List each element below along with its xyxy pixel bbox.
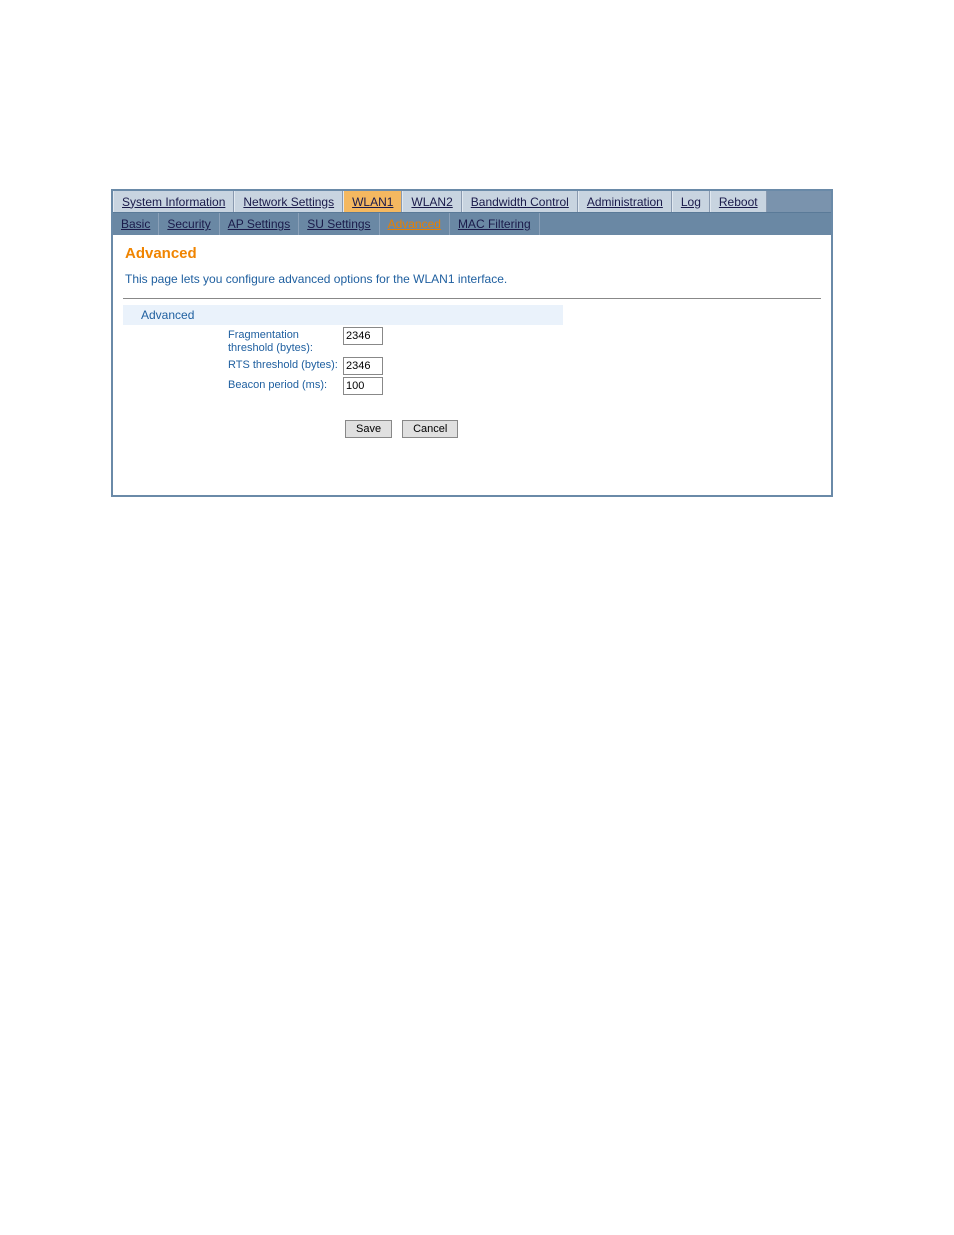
subtab-basic[interactable]: Basic — [113, 213, 159, 235]
tab-spacer — [767, 191, 831, 212]
sub-tab-bar: Basic Security AP Settings SU Settings A… — [113, 213, 831, 235]
main-tab-bar: System Information Network Settings WLAN… — [113, 191, 831, 213]
tab-administration[interactable]: Administration — [578, 191, 672, 212]
label-fragmentation-threshold: Fragmentation threshold (bytes): — [228, 327, 343, 355]
section-header-advanced: Advanced — [123, 305, 563, 325]
page-title: Advanced — [123, 245, 821, 262]
row-beacon-period: Beacon period (ms): — [123, 377, 563, 395]
button-row: Save Cancel — [123, 420, 563, 438]
tab-log[interactable]: Log — [672, 191, 710, 212]
section-divider — [123, 298, 821, 299]
form-area: Fragmentation threshold (bytes): RTS thr… — [123, 325, 563, 438]
tab-bandwidth-control[interactable]: Bandwidth Control — [462, 191, 578, 212]
row-rts-threshold: RTS threshold (bytes): — [123, 357, 563, 375]
tab-wlan1[interactable]: WLAN1 — [343, 191, 402, 212]
subtab-su-settings[interactable]: SU Settings — [299, 213, 379, 235]
input-rts-threshold[interactable] — [343, 357, 383, 375]
tab-system-information[interactable]: System Information — [113, 191, 234, 212]
input-fragmentation-threshold[interactable] — [343, 327, 383, 345]
save-button[interactable]: Save — [345, 420, 392, 438]
tab-network-settings[interactable]: Network Settings — [234, 191, 343, 212]
subtab-spacer — [540, 213, 831, 235]
subtab-advanced[interactable]: Advanced — [380, 213, 450, 235]
input-beacon-period[interactable] — [343, 377, 383, 395]
cancel-button[interactable]: Cancel — [402, 420, 458, 438]
tab-reboot[interactable]: Reboot — [710, 191, 767, 212]
config-panel: System Information Network Settings WLAN… — [111, 189, 833, 497]
label-beacon-period: Beacon period (ms): — [228, 377, 343, 392]
row-fragmentation-threshold: Fragmentation threshold (bytes): — [123, 327, 563, 355]
label-rts-threshold: RTS threshold (bytes): — [228, 357, 343, 372]
page-description: This page lets you configure advanced op… — [123, 272, 821, 286]
subtab-ap-settings[interactable]: AP Settings — [220, 213, 299, 235]
tab-wlan2[interactable]: WLAN2 — [402, 191, 461, 212]
content-area: Advanced This page lets you configure ad… — [113, 235, 831, 495]
subtab-mac-filtering[interactable]: MAC Filtering — [450, 213, 540, 235]
subtab-security[interactable]: Security — [159, 213, 219, 235]
